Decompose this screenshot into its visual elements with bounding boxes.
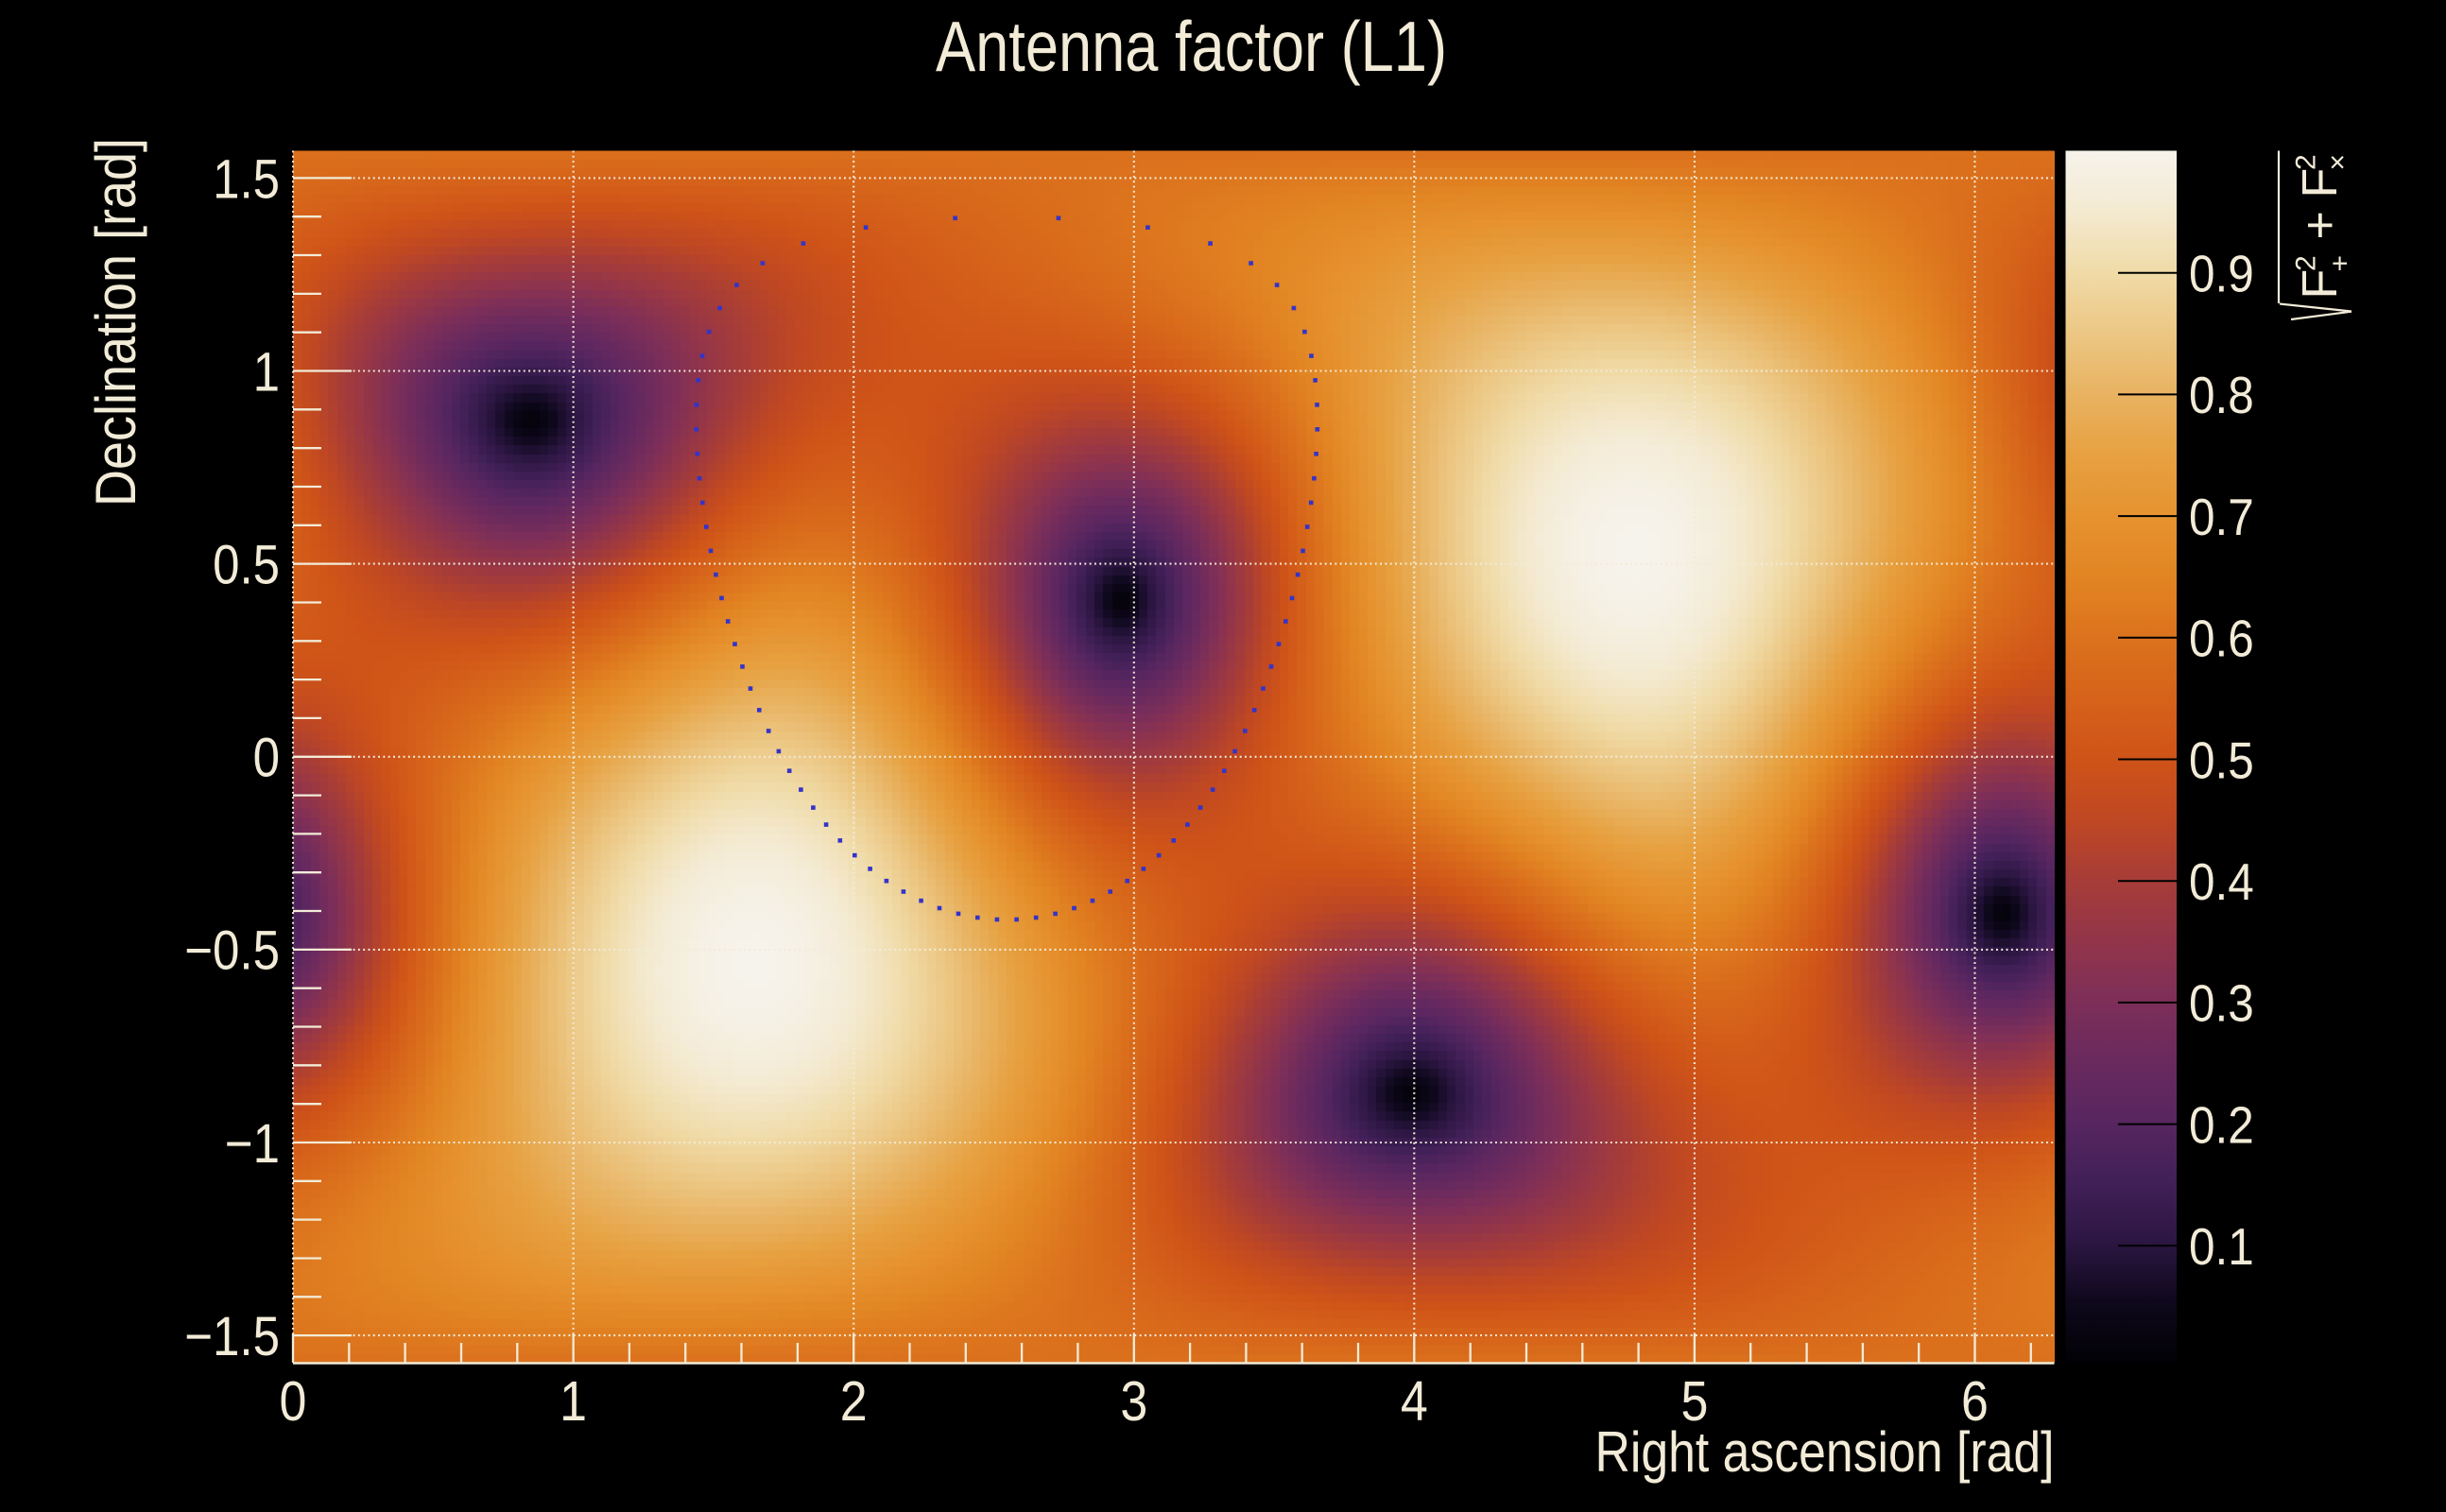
svg-text:F: F bbox=[2293, 269, 2348, 300]
svg-text:2: 2 bbox=[840, 1370, 868, 1433]
svg-text:0.5: 0.5 bbox=[2189, 730, 2254, 789]
svg-text:1: 1 bbox=[560, 1370, 587, 1433]
svg-text:+: + bbox=[2293, 211, 2348, 239]
svg-text:0.9: 0.9 bbox=[2189, 245, 2254, 303]
svg-text:0.4: 0.4 bbox=[2189, 852, 2254, 911]
svg-text:0.6: 0.6 bbox=[2189, 610, 2254, 668]
svg-text:0.1: 0.1 bbox=[2189, 1217, 2254, 1276]
svg-text:0.2: 0.2 bbox=[2189, 1095, 2254, 1154]
svg-text:0.3: 0.3 bbox=[2189, 974, 2254, 1033]
svg-text:Antenna factor (L1): Antenna factor (L1) bbox=[936, 7, 1447, 86]
svg-text:0.8: 0.8 bbox=[2189, 366, 2254, 424]
svg-text:0.7: 0.7 bbox=[2189, 488, 2254, 546]
svg-text:0: 0 bbox=[253, 728, 280, 789]
svg-text:1.5: 1.5 bbox=[213, 148, 280, 210]
svg-text:Right ascension [rad]: Right ascension [rad] bbox=[1595, 1420, 2055, 1484]
svg-text:2: 2 bbox=[2290, 255, 2321, 271]
svg-text:−1: −1 bbox=[225, 1113, 280, 1175]
svg-text:−0.5: −0.5 bbox=[184, 920, 280, 982]
svg-text:3: 3 bbox=[1120, 1370, 1147, 1433]
svg-text:0: 0 bbox=[280, 1370, 307, 1433]
svg-text:0.5: 0.5 bbox=[213, 535, 280, 596]
svg-text:F: F bbox=[2293, 168, 2348, 198]
svg-text:×: × bbox=[2322, 154, 2353, 171]
svg-text:+: + bbox=[2325, 255, 2356, 272]
svg-text:4: 4 bbox=[1401, 1370, 1428, 1433]
svg-text:Declination [rad]: Declination [rad] bbox=[84, 138, 147, 507]
svg-text:1: 1 bbox=[253, 341, 280, 403]
svg-text:−1.5: −1.5 bbox=[184, 1306, 280, 1367]
svg-text:2: 2 bbox=[2290, 154, 2321, 170]
